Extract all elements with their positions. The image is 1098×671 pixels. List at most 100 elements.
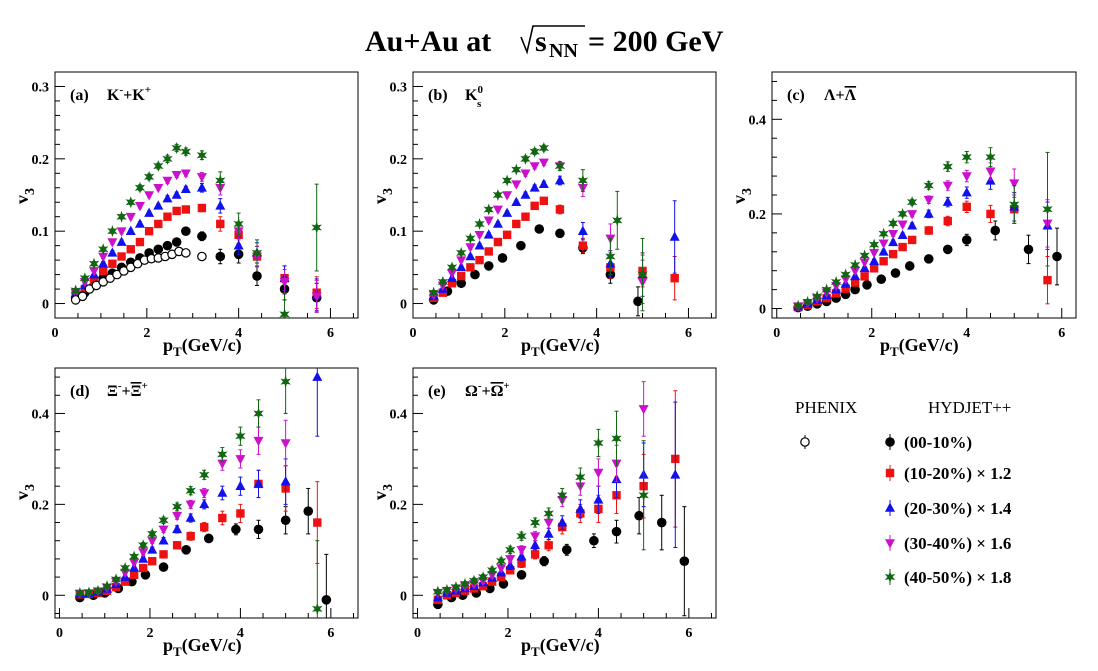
data-point xyxy=(196,182,207,192)
data-point xyxy=(217,459,228,469)
data-point xyxy=(593,437,604,449)
data-point xyxy=(450,581,462,594)
y-axis-label: v3 xyxy=(12,484,38,500)
data-point xyxy=(70,284,81,297)
data-point xyxy=(879,257,888,266)
data-point xyxy=(611,526,622,537)
data-point xyxy=(279,278,290,288)
data-point xyxy=(502,191,513,201)
panel-tag: (a) xyxy=(70,87,89,104)
x-label-sub: T xyxy=(173,644,182,659)
data-point xyxy=(129,558,140,569)
data-point xyxy=(196,173,207,183)
x-tick-label: 0 xyxy=(52,326,59,341)
antiparticle-name: Λ xyxy=(845,87,857,104)
data-point xyxy=(638,489,649,502)
data-point xyxy=(538,141,550,154)
particle-charge: - xyxy=(119,84,123,96)
data-point xyxy=(792,299,804,312)
particle-plus: + xyxy=(122,383,131,400)
x-label-main: p xyxy=(521,635,531,655)
data-point xyxy=(888,229,899,240)
data-point xyxy=(1042,203,1053,216)
series-4 xyxy=(74,419,291,599)
data-point xyxy=(497,253,508,263)
x-tick-label: 6 xyxy=(327,326,334,341)
data-point xyxy=(593,494,604,504)
data-point xyxy=(171,170,182,181)
y-tick-label: 0.2 xyxy=(749,208,767,223)
data-point xyxy=(101,580,113,593)
y-tick-label: 0.4 xyxy=(390,407,408,422)
data-point xyxy=(878,239,889,249)
particle-name: Ω xyxy=(465,383,478,400)
y-tick-label: 0 xyxy=(400,298,407,313)
data-point xyxy=(516,551,527,561)
legend-marker xyxy=(885,437,895,447)
data-point xyxy=(279,308,290,318)
y-label-sub: 3 xyxy=(381,188,396,195)
data-point xyxy=(511,196,522,207)
figure-title: Au+Au at s NN = 200 GeV xyxy=(365,25,724,62)
data-point xyxy=(171,189,182,199)
data-point xyxy=(456,256,467,266)
title-sqrt-subscript: NN xyxy=(549,40,578,62)
particle-charge: - xyxy=(478,380,482,392)
y-label-sub: 3 xyxy=(23,188,38,195)
panel-b: 0 2 4 600.10.20.3pT(GeV/c)v3(b) K0 s xyxy=(370,71,717,359)
x-label-rest: (GeV/c) xyxy=(182,635,242,656)
data-point xyxy=(312,602,323,615)
series-2 xyxy=(429,196,679,302)
data-point xyxy=(869,248,880,259)
y-axis: 0 0.2 0.4 xyxy=(749,80,782,318)
data-point xyxy=(520,152,531,165)
data-point xyxy=(907,235,917,245)
data-point xyxy=(904,261,915,271)
data-point xyxy=(492,218,503,228)
data-point xyxy=(127,576,137,587)
data-point xyxy=(923,208,934,218)
data-point xyxy=(575,471,586,484)
data-point xyxy=(313,518,322,527)
series-5 xyxy=(792,147,1053,312)
plot-data xyxy=(74,368,332,618)
data-point xyxy=(137,539,149,552)
x-axis-label: pT(GeV/c) xyxy=(880,335,959,359)
data-point xyxy=(554,160,566,173)
data-point xyxy=(897,207,908,220)
data-point xyxy=(159,550,168,559)
data-point xyxy=(128,550,140,563)
data-point xyxy=(493,237,503,247)
data-point xyxy=(878,227,889,240)
y-tick-label: 0.2 xyxy=(390,153,408,168)
data-point xyxy=(633,296,643,307)
data-point xyxy=(140,570,151,580)
data-point xyxy=(511,163,522,176)
x-label-main: p xyxy=(880,335,890,355)
data-point xyxy=(492,189,504,201)
data-point xyxy=(180,169,191,179)
y-tick-label: 0 xyxy=(400,589,407,604)
series-1 xyxy=(433,494,690,617)
title-sqrt-s: s xyxy=(535,25,547,58)
data-point xyxy=(530,550,540,559)
x-tick-label: 4 xyxy=(593,326,600,341)
data-point xyxy=(906,196,918,209)
legend-entry-3: (20-30%) × 1.4 xyxy=(885,499,1012,518)
x-tick-label: 0 xyxy=(773,326,780,341)
x-axis: 0 2 4 6 xyxy=(56,608,354,641)
data-point xyxy=(516,546,527,556)
data-point xyxy=(233,217,244,230)
panel-particle: Ξ-+Ξ+ xyxy=(107,380,148,400)
data-point xyxy=(447,269,458,279)
x-tick-label: 6 xyxy=(1058,326,1065,341)
data-point xyxy=(186,531,195,541)
data-point xyxy=(496,572,506,582)
data-point xyxy=(897,229,908,240)
series-5 xyxy=(70,141,322,318)
data-point xyxy=(456,246,467,259)
particle-name: Λ+ xyxy=(824,87,845,104)
y-axis: 0 0.1 0.2 0.3 xyxy=(390,71,423,319)
data-point xyxy=(83,586,95,599)
plot-frame xyxy=(412,367,717,619)
